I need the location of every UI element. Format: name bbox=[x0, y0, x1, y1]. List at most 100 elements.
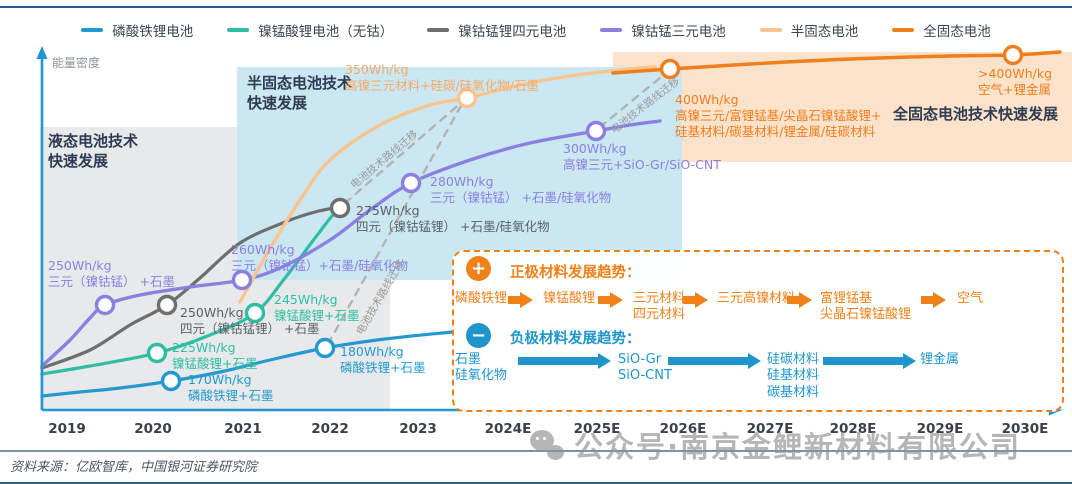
legend-label: 半固态电池 bbox=[790, 24, 859, 40]
legend-item-0: 磷酸铁锂电池 bbox=[81, 20, 193, 40]
arrow-bar bbox=[668, 357, 748, 365]
point-label-8: 280Wh/kg 三元（镍钴锰） +石墨/硅氧化物 bbox=[430, 174, 612, 205]
footer-separator bbox=[0, 450, 1072, 452]
source-note: 资料来源：亿欧智库，中国银河证券研究院 bbox=[10, 460, 258, 475]
point-label-2: 225Wh/kg 镍锰酸锂+石墨 bbox=[172, 340, 258, 371]
legend-swatch bbox=[759, 28, 782, 32]
anode-flow-item-2: 硅碳材料 硅基材料 碳基材料 bbox=[767, 352, 820, 400]
y-axis-arrowhead bbox=[36, 46, 48, 59]
arrow-bar bbox=[921, 296, 933, 304]
cathode-flow-item-2: 三元材料 四元材料 bbox=[633, 291, 686, 323]
series-line-2 bbox=[40, 204, 346, 370]
arrow-tip bbox=[695, 292, 708, 308]
anode-flow-item-1: SiO-Gr SiO-CNT bbox=[618, 352, 672, 384]
point-label-0: 250Wh/kg 三元（镍钴锰） +石墨 bbox=[48, 258, 175, 289]
cathode-flow-arrow-icon bbox=[683, 292, 708, 308]
point-label-9: 300Wh/kg 高镍三元+SiO-Gr/SiO-CNT bbox=[563, 141, 721, 172]
data-point-marker bbox=[1002, 44, 1024, 66]
series-line-0 bbox=[40, 330, 454, 398]
arrow-tip bbox=[610, 292, 623, 308]
arrow-tip bbox=[598, 353, 611, 369]
anode-flow-arrow-icon bbox=[668, 353, 761, 369]
chart-legend: 磷酸铁锂电池 镍锰酸锂电池（无钴） 镍钴锰锂四元电池 镍钴锰三元电池 半固态电池 全固态电… bbox=[0, 20, 1072, 40]
data-point-marker bbox=[585, 120, 607, 142]
y-axis-label: 能量密度 bbox=[52, 56, 101, 70]
legend-label: 镍钴锰三元电池 bbox=[631, 24, 726, 40]
x-tick-8: 2027E bbox=[746, 421, 794, 437]
cathode-flow-arrow-icon bbox=[921, 292, 946, 308]
point-label-10: 350Wh/kg 高镍三元材料+硅碳/硅氧化物/石墨 bbox=[345, 62, 539, 93]
zone-title-0: 液态电池技术 快速发展 bbox=[48, 132, 139, 171]
legend-swatch bbox=[81, 28, 104, 32]
data-point-marker bbox=[146, 342, 168, 364]
zone-title-2: 全固态电池技术快速发展 bbox=[893, 105, 1059, 123]
point-label-7: 275Wh/kg 四元（镍钴锰锂） +石墨/硅氧化物 bbox=[356, 203, 550, 234]
arrow-bar bbox=[683, 296, 695, 304]
legend-swatch bbox=[892, 28, 915, 32]
data-point-marker bbox=[314, 337, 336, 359]
anode-flow-item-3: 锂金属 bbox=[920, 352, 960, 367]
legend-label: 磷酸铁锂电池 bbox=[112, 24, 194, 40]
data-point-marker bbox=[160, 370, 182, 392]
top-border bbox=[0, 6, 1072, 8]
x-tick-0: 2019 bbox=[48, 421, 86, 437]
x-tick-9: 2028E bbox=[829, 421, 877, 437]
migration-dashed-line-2 bbox=[598, 71, 668, 129]
arrow-bar bbox=[823, 357, 903, 365]
anode-flow-arrow-icon bbox=[518, 353, 611, 369]
point-label-6: 260Wh/kg 三元（镍钴锰）+石墨/硅氧化物 bbox=[231, 242, 409, 273]
data-point-marker bbox=[156, 294, 178, 316]
anode-flow-arrow-icon bbox=[823, 353, 916, 369]
anode-trend-title: 负极材料发展趋势： bbox=[510, 331, 641, 347]
bottom-border bbox=[0, 482, 1072, 484]
arrow-bar bbox=[518, 357, 598, 365]
point-label-4: 245Wh/kg 镍锰酸锂+石墨 bbox=[274, 292, 360, 323]
arrow-bar bbox=[508, 296, 520, 304]
legend-label: 镍钴锰锂四元电池 bbox=[458, 24, 567, 40]
point-label-3: 170Wh/kg 磷酸铁锂+石墨 bbox=[188, 372, 274, 403]
solid-zone bbox=[613, 52, 1072, 162]
legend-item-3: 镍钴锰三元电池 bbox=[600, 20, 726, 40]
cathode-flow-arrow-icon bbox=[787, 292, 812, 308]
migration-dashed-line-1 bbox=[326, 102, 464, 346]
legend-item-5: 全固态电池 bbox=[892, 20, 991, 40]
cathode-flow-arrow-icon bbox=[508, 292, 533, 308]
point-label-12: >400Wh/kg 空气+锂金属 bbox=[978, 66, 1052, 97]
arrow-tip bbox=[903, 353, 916, 369]
x-tick-2: 2021 bbox=[224, 421, 262, 437]
legend-swatch bbox=[600, 28, 623, 32]
data-point-marker bbox=[94, 294, 116, 316]
x-tick-6: 2025E bbox=[573, 421, 621, 437]
legend-swatch bbox=[227, 28, 250, 32]
cathode-flow-item-5: 空气 bbox=[957, 291, 984, 306]
data-point-marker bbox=[329, 197, 351, 219]
data-point-marker bbox=[456, 87, 478, 109]
minus-icon: − bbox=[466, 323, 491, 348]
point-label-11: 400Wh/kg 高镍三元/富锂锰基/尖晶石镍锰酸锂+ 硅基材料/碳基材料/锂金属/… bbox=[675, 92, 882, 139]
arrow-tip bbox=[520, 292, 533, 308]
legend-label: 全固态电池 bbox=[923, 24, 991, 40]
cathode-flow-item-3: 三元高镍材料 bbox=[717, 291, 796, 306]
x-tick-4: 2023 bbox=[399, 421, 437, 437]
cathode-flow-item-1: 镍锰酸锂 bbox=[543, 291, 596, 306]
legend-item-1: 镍锰酸锂电池（无钴） bbox=[227, 20, 393, 40]
x-tick-10: 2029E bbox=[916, 421, 964, 437]
point-label-1: 250Wh/kg 四元（镍钴锰锂） +石墨 bbox=[180, 305, 320, 336]
migration-dashed-line-0 bbox=[343, 100, 464, 205]
series-line-4 bbox=[238, 65, 657, 304]
cathode-trend-title: 正极材料发展趋势： bbox=[510, 265, 641, 281]
arrow-tip bbox=[748, 353, 761, 369]
plus-icon: + bbox=[466, 256, 491, 281]
material-trend-box bbox=[452, 250, 1064, 412]
point-label-5: 180Wh/kg 磷酸铁锂+石墨 bbox=[340, 344, 426, 375]
cathode-flow-item-0: 磷酸铁锂 bbox=[455, 291, 508, 306]
data-point-marker bbox=[659, 58, 681, 80]
data-point-marker bbox=[400, 172, 422, 194]
arrow-tip bbox=[799, 292, 812, 308]
x-tick-1: 2020 bbox=[134, 421, 172, 437]
cathode-flow-item-4: 富锂锰基 尖晶石镍锰酸锂 bbox=[820, 291, 912, 323]
x-tick-3: 2022 bbox=[311, 421, 349, 437]
anode-flow-item-0: 石墨 硅氧化物 bbox=[455, 352, 508, 384]
